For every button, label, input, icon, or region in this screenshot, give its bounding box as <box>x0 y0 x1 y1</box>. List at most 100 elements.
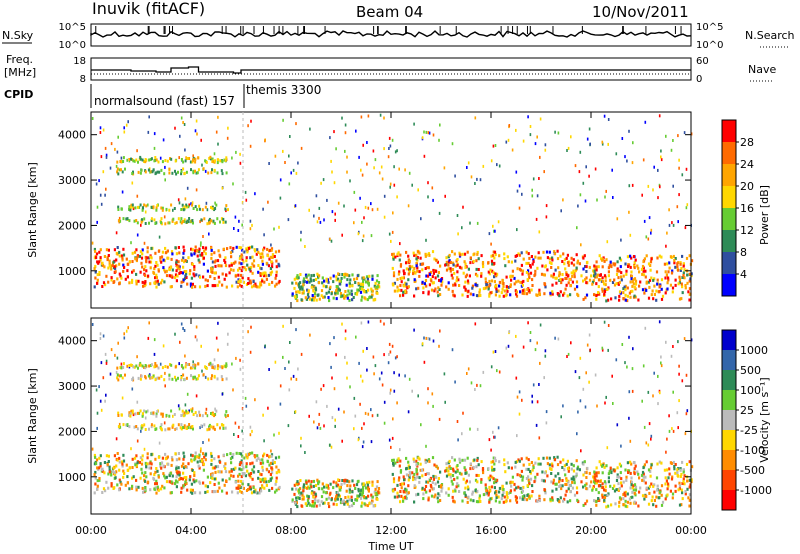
power-cell <box>521 269 525 273</box>
velocity-cell <box>503 463 506 467</box>
power-cell <box>400 288 403 292</box>
velocity-cell <box>430 485 433 489</box>
power-cell <box>615 152 618 156</box>
velocity-cell <box>637 504 640 508</box>
velocity-cell <box>452 489 455 493</box>
power-cell <box>357 232 360 236</box>
power-cell <box>467 161 470 165</box>
power-cell <box>613 283 617 287</box>
velocity-cell <box>642 472 645 476</box>
power-cell <box>432 133 435 137</box>
power-cell <box>493 261 496 265</box>
velocity-cell <box>125 423 128 427</box>
velocity-cell <box>300 504 303 508</box>
power-cell <box>437 294 440 298</box>
power-cell <box>539 155 541 159</box>
power-cell <box>228 271 231 275</box>
velocity-cell <box>122 362 125 366</box>
velocity-cell <box>271 462 274 465</box>
velocity-cell <box>329 443 331 447</box>
velocity-cell <box>551 496 554 500</box>
velocity-cell <box>487 476 490 480</box>
velocity-cell <box>211 466 214 470</box>
velocity-cell <box>618 500 621 504</box>
power-cell <box>481 261 485 264</box>
power-cell <box>676 262 679 266</box>
power-cell <box>249 256 252 260</box>
velocity-cell <box>391 436 394 440</box>
velocity-cell <box>508 330 511 333</box>
power-cell <box>238 266 241 270</box>
power-cell <box>485 283 488 287</box>
velocity-cell <box>467 473 470 477</box>
velocity-cell <box>180 477 183 480</box>
velocity-cell <box>278 485 281 489</box>
power-cell <box>351 284 354 288</box>
velocity-cell <box>429 476 432 480</box>
power-cell <box>140 261 143 265</box>
power-cell <box>607 118 610 121</box>
power-cell <box>515 290 518 294</box>
velocity-cell <box>190 408 192 412</box>
power-cell <box>681 173 684 177</box>
velocity-cell <box>367 412 370 416</box>
velocity-cell <box>318 503 321 507</box>
power-cell <box>534 255 537 259</box>
power-cell <box>492 250 495 254</box>
power-cell <box>563 258 566 262</box>
velocity-cell <box>427 498 430 502</box>
velocity-cell <box>260 473 263 477</box>
velocity-cell <box>520 486 523 490</box>
power-cell <box>374 281 377 285</box>
velocity-cell <box>353 427 355 431</box>
velocity-cell <box>543 376 545 380</box>
power-cell <box>110 278 113 282</box>
velocity-cell <box>257 470 260 473</box>
velocity-cell <box>216 367 219 371</box>
power-cell <box>314 292 317 296</box>
power-cell <box>130 280 134 284</box>
velocity-cell <box>185 476 188 479</box>
power-cell <box>367 283 370 287</box>
velocity-cell <box>462 411 464 415</box>
velocity-cell <box>428 479 432 482</box>
velocity-cell <box>456 482 459 486</box>
velocity-cell <box>679 468 682 472</box>
power-cell <box>353 190 356 194</box>
power-cell <box>599 273 602 277</box>
power-cell <box>505 287 509 291</box>
power-cell <box>308 208 310 212</box>
velocity-cell <box>306 499 310 503</box>
power-cell <box>212 284 215 288</box>
power-cell <box>187 205 190 209</box>
power-cell <box>126 269 129 273</box>
power-cell <box>254 192 256 196</box>
velocity-cell <box>134 463 137 467</box>
velocity-cell <box>648 484 652 488</box>
velocity-cell <box>452 499 455 503</box>
velocity-cell <box>180 414 183 417</box>
velocity-cell <box>164 476 167 480</box>
time-x-axis: 00:00 04:00 08:00 12:00 16:00 20:00 00:00 <box>75 112 707 537</box>
velocity-cell <box>132 475 135 479</box>
velocity-cell <box>487 491 490 495</box>
power-cell <box>210 206 212 209</box>
power-cell <box>200 253 203 257</box>
power-cell <box>464 280 467 284</box>
power-cell <box>161 206 164 210</box>
power-cell <box>269 272 272 276</box>
velocity-cell <box>163 486 166 490</box>
velocity-cell <box>660 364 663 368</box>
power-cell <box>131 181 134 185</box>
power-cell <box>278 225 280 229</box>
velocity-cell <box>448 465 451 469</box>
power-cell <box>156 263 159 267</box>
power-cell <box>440 278 443 282</box>
colorbar-swatch <box>722 470 736 490</box>
power-cell <box>391 266 394 270</box>
velocity-cell <box>611 374 613 378</box>
power-cell <box>315 194 318 198</box>
velocity-cell <box>668 467 671 471</box>
velocity-cell <box>360 488 363 492</box>
velocity-cell <box>539 462 542 466</box>
